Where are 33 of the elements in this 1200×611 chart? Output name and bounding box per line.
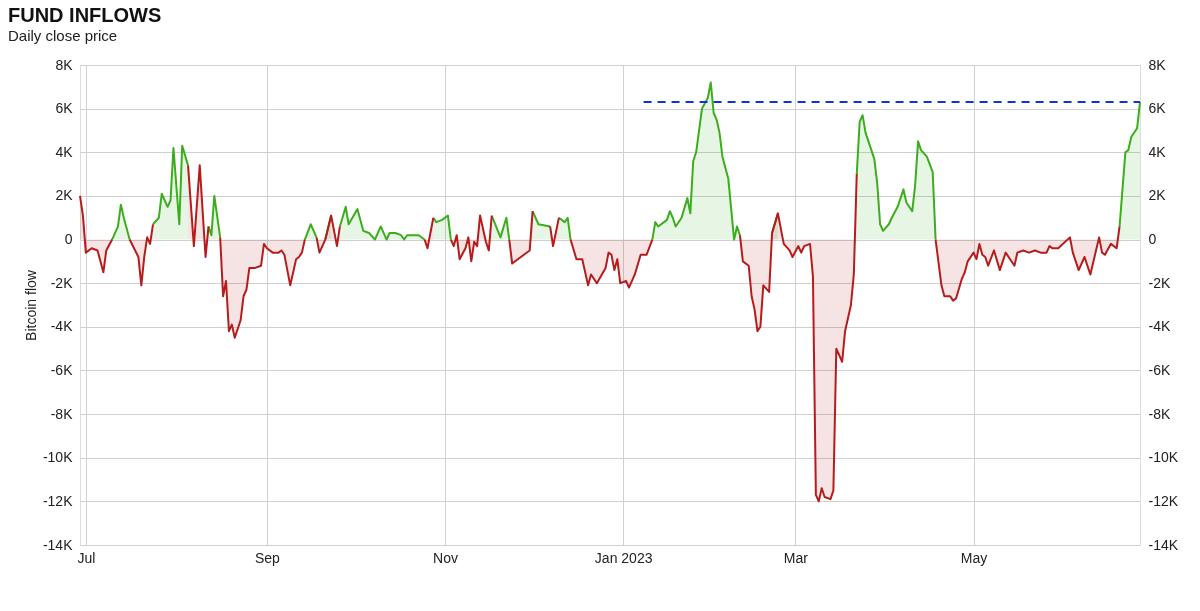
y-tick-label: -8K — [50, 405, 74, 422]
y2-tick-label: -6K — [1148, 361, 1171, 378]
chart-title: FUND INFLOWS — [8, 4, 162, 26]
y2-tick-label: 2K — [1148, 187, 1167, 204]
y2-tick-label: 8K — [1148, 56, 1167, 73]
y2-tick-label: -14K — [1148, 536, 1179, 553]
y-tick-label: 4K — [55, 143, 74, 160]
y-tick-label: -4K — [50, 318, 74, 335]
x-tick-label: Sep — [254, 549, 281, 566]
x-tick-label: Jan 2023 — [594, 549, 653, 566]
x-tick-label: Mar — [783, 549, 809, 566]
y-tick-label: -14K — [42, 536, 74, 553]
y-tick-label: 0 — [64, 231, 73, 248]
y-tick-label: -10K — [42, 449, 74, 466]
y-tick-label: -12K — [42, 492, 74, 509]
y2-tick-label: -10K — [1148, 449, 1179, 466]
y-axis-title: Bitcoin flow — [22, 269, 39, 341]
y-tick-label: -6K — [50, 361, 74, 378]
y2-tick-label: -4K — [1148, 318, 1171, 335]
y2-tick-label: -2K — [1148, 274, 1171, 291]
x-tick-label: Nov — [433, 549, 458, 566]
y-tick-label: -2K — [50, 274, 74, 291]
y2-tick-label: -12K — [1148, 492, 1179, 509]
y2-tick-label: 4K — [1148, 143, 1167, 160]
y2-tick-label: 6K — [1148, 100, 1167, 117]
y-tick-label: 8K — [55, 56, 74, 73]
y2-tick-label: -8K — [1148, 405, 1171, 422]
x-tick-label: May — [960, 549, 988, 566]
y-tick-label: 6K — [55, 100, 74, 117]
y2-tick-label: 0 — [1148, 231, 1157, 248]
x-tick-label: Jul — [77, 549, 96, 566]
chart-subtitle: Daily close price — [8, 27, 118, 44]
y-tick-label: 2K — [55, 187, 74, 204]
